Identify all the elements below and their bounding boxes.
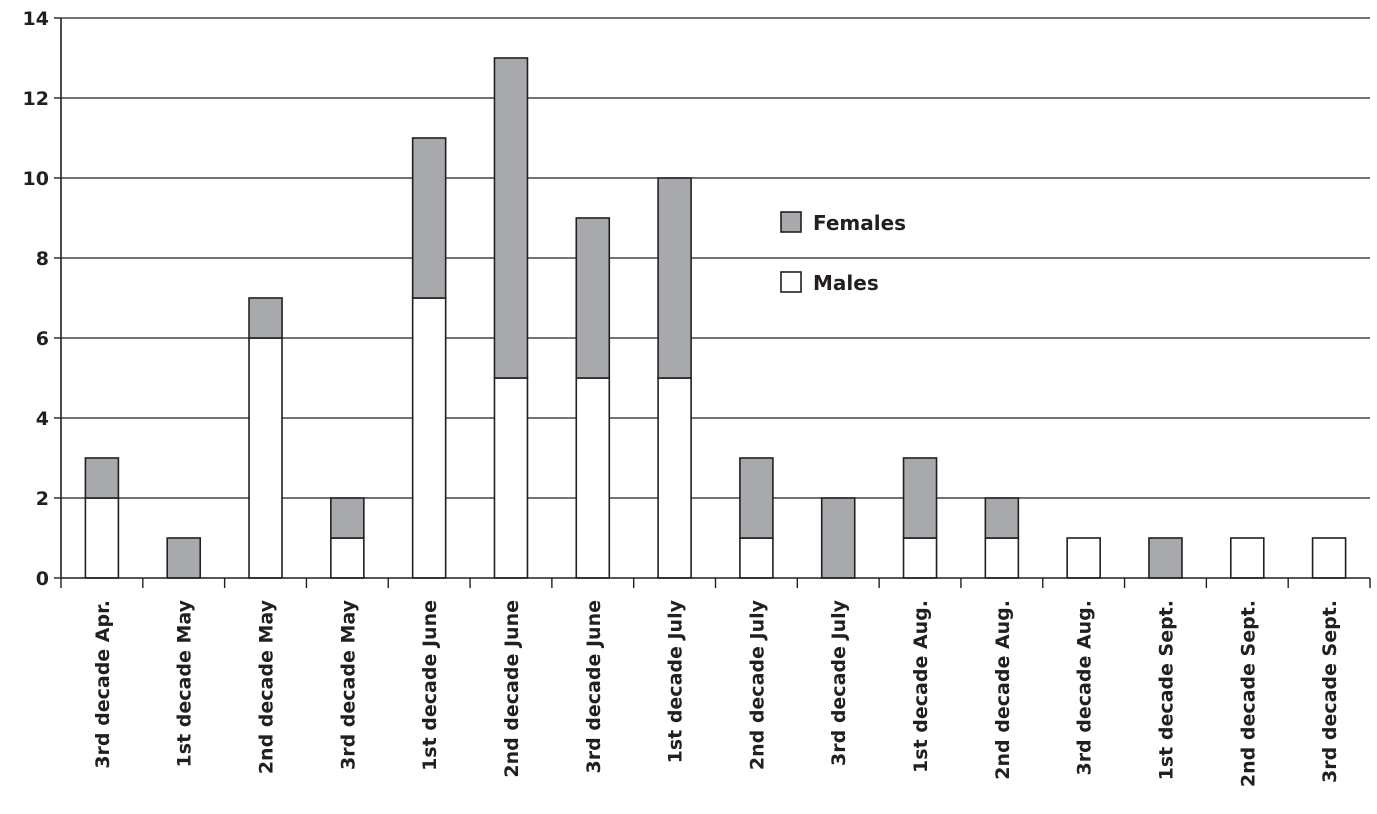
bar-males-11 bbox=[984, 537, 1020, 579]
x-tick-label: 1st decade July bbox=[665, 599, 687, 763]
bar-females-13 bbox=[1148, 537, 1183, 579]
bar-females-11 bbox=[984, 497, 1020, 539]
bar-females-5 bbox=[493, 57, 529, 379]
bar-males-5 bbox=[493, 377, 529, 579]
x-tick-label: 1st decade Aug. bbox=[910, 600, 932, 773]
y-tick-label: 2 bbox=[36, 488, 49, 510]
x-tick-label: 2nd decade June bbox=[501, 600, 523, 778]
bar-males-6 bbox=[575, 377, 611, 579]
legend: Females Males bbox=[780, 211, 906, 295]
x-tick-label: 1st decade June bbox=[419, 600, 441, 771]
y-tick-label: 12 bbox=[23, 88, 49, 110]
y-tick-label: 14 bbox=[23, 8, 49, 30]
bar-males-3 bbox=[330, 537, 365, 579]
bar-males-10 bbox=[902, 537, 938, 579]
y-tick-label: 0 bbox=[36, 568, 49, 590]
x-tick-label: 3rd decade Sept. bbox=[1319, 600, 1341, 783]
bar-males-4 bbox=[411, 297, 447, 579]
bar-males-14 bbox=[1229, 537, 1265, 579]
axes bbox=[60, 18, 1370, 579]
bar-males-2 bbox=[248, 337, 283, 579]
bar-females-7 bbox=[657, 177, 692, 379]
x-tick-label: 3rd decade Aug. bbox=[1074, 600, 1096, 776]
legend-swatch-males bbox=[780, 271, 802, 293]
y-tick-label: 10 bbox=[23, 168, 49, 190]
bar-males-0 bbox=[84, 497, 120, 579]
y-tick-label: 6 bbox=[36, 328, 49, 350]
bar-females-10 bbox=[902, 457, 938, 539]
legend-swatch-females bbox=[780, 211, 802, 233]
x-tick-label: 3rd decade Apr. bbox=[92, 600, 114, 769]
bar-females-9 bbox=[820, 497, 856, 579]
bar-females-8 bbox=[739, 457, 774, 539]
bars bbox=[84, 57, 1347, 579]
bar-females-1 bbox=[166, 537, 202, 579]
x-tick-label: 1st decade Sept. bbox=[1155, 600, 1177, 780]
x-tick-label: 3rd decade June bbox=[583, 600, 605, 774]
legend-label-males: Males bbox=[813, 271, 879, 295]
bar-males-8 bbox=[739, 537, 774, 579]
x-tick-label: 1st decade May bbox=[174, 599, 196, 767]
bar-males-12 bbox=[1066, 537, 1101, 579]
bar-females-0 bbox=[84, 457, 120, 499]
bar-females-3 bbox=[330, 497, 365, 539]
x-tick-label: 3rd decade July bbox=[828, 599, 850, 766]
y-tick-label: 4 bbox=[36, 408, 49, 430]
x-tick-label: 2nd decade Sept. bbox=[1237, 600, 1259, 787]
x-tick-label: 2nd decade May bbox=[256, 599, 278, 774]
bar-males-7 bbox=[657, 377, 692, 579]
bar-females-2 bbox=[248, 297, 283, 339]
y-tick-labels: 0 2 4 6 8 10 12 14 bbox=[23, 8, 49, 590]
bar-females-6 bbox=[575, 217, 611, 379]
y-tick-label: 8 bbox=[36, 248, 49, 270]
x-tick-label: 3rd decade May bbox=[337, 599, 359, 770]
x-tick-label: 2nd decade Aug. bbox=[992, 600, 1014, 780]
x-tick-label: 2nd decade July bbox=[746, 599, 768, 770]
bar-females-4 bbox=[411, 137, 447, 299]
legend-label-females: Females bbox=[813, 211, 906, 235]
x-tick-labels: 3rd decade Apr. 1st decade May 2nd decade … bbox=[92, 599, 1341, 787]
bar-males-15 bbox=[1311, 537, 1347, 579]
